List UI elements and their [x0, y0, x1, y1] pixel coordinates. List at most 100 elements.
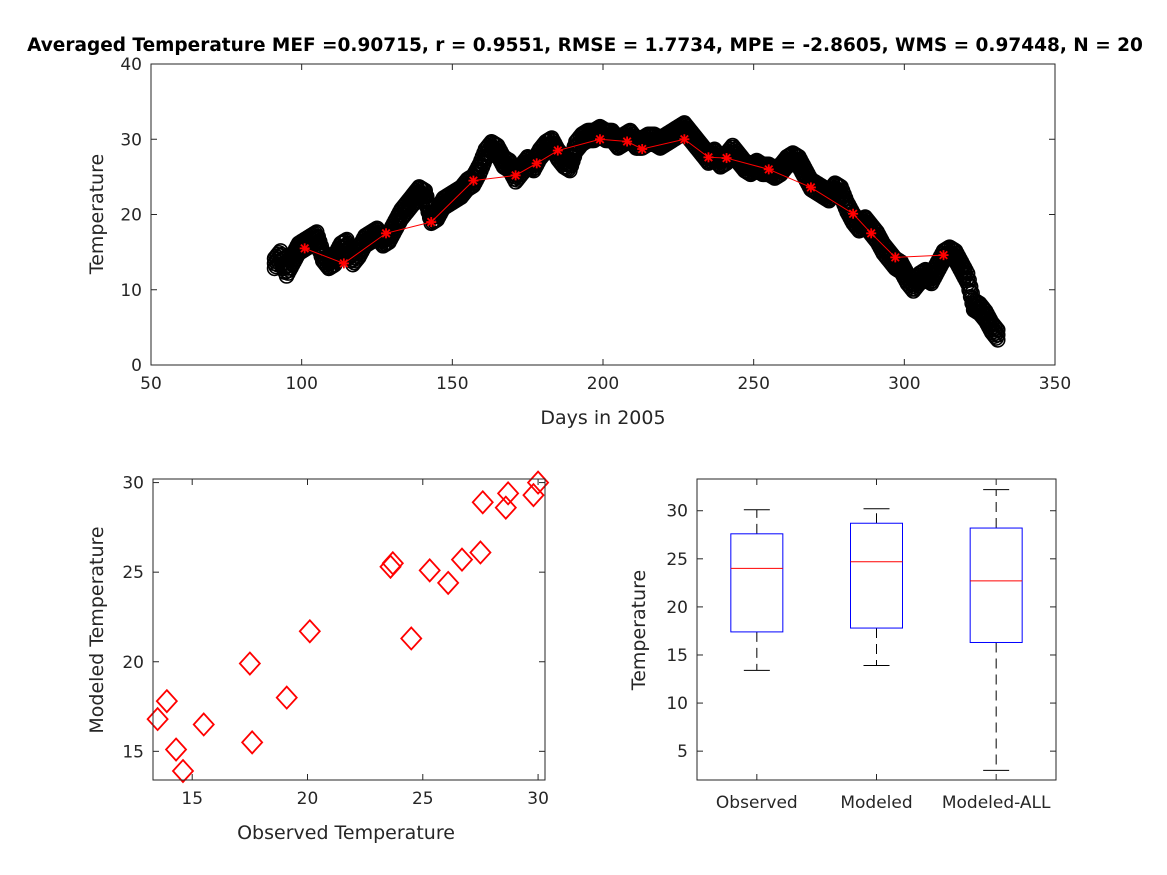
boxplot-y-tick-label: 15 [666, 646, 688, 666]
boxplot-box-modeled [850, 508, 903, 667]
figure-title: Averaged Temperature MEF =0.90715, r = 0… [27, 35, 1143, 56]
scatter-point [238, 651, 262, 676]
timeseries-x-tick-label: 100 [285, 374, 317, 394]
box-iqr [730, 533, 784, 633]
scatter-point [192, 712, 215, 737]
boxplot-y-tick-label: 25 [666, 550, 688, 570]
modeled-point-stroke [511, 170, 520, 180]
scatter-point [164, 737, 188, 762]
modeled-point-stroke [679, 134, 689, 144]
scatter-point [496, 480, 520, 506]
modeled-point [637, 144, 648, 155]
boxplot-y-axis-label: Temperature [628, 570, 650, 691]
modeled-point-stroke [553, 146, 563, 155]
boxplot-y-tick-label: 5 [677, 742, 688, 762]
timeseries-y-tick-label: 30 [120, 130, 142, 150]
modeled-point-stroke [848, 209, 858, 219]
modeled-point [890, 252, 901, 263]
modeled-point [299, 243, 310, 254]
scatter-point [469, 540, 492, 565]
timeseries-y-tick-label: 40 [120, 55, 142, 75]
box-iqr [969, 527, 1023, 643]
boxplot-boxes [730, 489, 1023, 771]
modeled-point [763, 164, 774, 175]
observed-point [989, 327, 1006, 343]
observed-point [988, 320, 1005, 336]
scatter-point [450, 547, 474, 572]
modeled-point [531, 158, 542, 169]
scatter-x-tick-label: 25 [412, 789, 434, 809]
scatter-point [381, 550, 405, 576]
scatter-y-tick-label: 20 [122, 653, 144, 673]
observed-point [958, 262, 974, 279]
timeseries-plot-frame [150, 63, 1056, 366]
timeseries-x-ticks: 50 100 150 200 250 300 350 [140, 64, 1071, 394]
scatter-point [155, 688, 179, 714]
scatter-x-tick-label: 30 [527, 789, 549, 809]
timeseries-x-tick-label: 300 [888, 374, 920, 394]
modeled-point [510, 170, 521, 181]
boxplot-y-tick-label: 20 [666, 598, 688, 618]
observed-point [417, 182, 434, 199]
modeled-point [594, 134, 605, 145]
modeled-point [381, 228, 392, 239]
modeled-point [622, 136, 633, 147]
modeled-point-stroke [722, 153, 731, 163]
timeseries-series-modeled [299, 134, 949, 269]
modeled-point [426, 217, 437, 228]
scatter-x-tick-label: 15 [181, 789, 203, 809]
scatter-point [400, 626, 423, 651]
modeled-point-stroke [764, 164, 774, 174]
observed-point [418, 188, 435, 205]
timeseries-x-tick-label: 50 [140, 374, 162, 394]
scatter-point [494, 495, 518, 521]
boxplot-panel: Observed Modeled Modeled-ALL 5 10 15 20 25 30 T… [628, 478, 1057, 813]
boxplot-box-observed [730, 509, 784, 671]
modeled-point [679, 134, 690, 145]
scatter-point [471, 489, 494, 515]
scatter-point [436, 570, 460, 596]
timeseries-series-observed [266, 115, 1006, 348]
scatter-point [298, 618, 322, 644]
box-iqr [850, 522, 903, 629]
timeseries-x-tick-label: 350 [1039, 374, 1071, 394]
modeled-point-stroke [339, 259, 349, 268]
modeled-point-stroke [622, 137, 632, 146]
scatter-point [275, 685, 298, 710]
observed-point [958, 267, 974, 284]
scatter-point [379, 554, 402, 580]
timeseries-panel: 50 100 150 200 250 300 350 0 10 20 30 40 Days in 2… [86, 55, 1071, 429]
modeled-point [552, 145, 563, 156]
boxplot-x-tick-label: Modeled-ALL [942, 793, 1051, 813]
scatter-point [171, 758, 195, 784]
modeled-point [938, 250, 949, 261]
modeled-point-stroke [426, 217, 436, 227]
timeseries-x-axis-label: Days in 2005 [540, 407, 665, 429]
timeseries-y-tick-label: 10 [120, 281, 142, 301]
modeled-point [805, 182, 816, 193]
modeled-point-stroke [300, 243, 310, 253]
boxplot-y-ticks: 5 10 15 20 25 30 [666, 502, 1056, 762]
scatter-point [240, 730, 264, 755]
scatter-x-axis-label: Observed Temperature [237, 822, 455, 844]
scatter-point [522, 482, 545, 508]
modeled-point [848, 208, 859, 219]
timeseries-y-tick-label: 20 [120, 206, 142, 226]
scatter-plot-frame [152, 478, 546, 781]
modeled-point [338, 258, 349, 269]
boxplot-y-tick-label: 10 [666, 694, 688, 714]
modeled-point-stroke [381, 228, 391, 238]
observed-point [989, 322, 1006, 338]
modeled-point [703, 152, 714, 163]
modeled-point-stroke [704, 152, 713, 162]
scatter-y-tick-label: 25 [122, 563, 144, 583]
scatter-y-tick-label: 15 [122, 742, 144, 762]
modeled-point [866, 228, 877, 239]
boxplot-x-tick-label: Observed [716, 793, 798, 813]
modeled-point-stroke [939, 250, 948, 260]
scatter-y-axis-label: Modeled Temperature [86, 526, 108, 733]
modeled-point-stroke [866, 228, 876, 238]
timeseries-y-tick-label: 0 [131, 356, 142, 376]
modeled-point [721, 153, 732, 164]
